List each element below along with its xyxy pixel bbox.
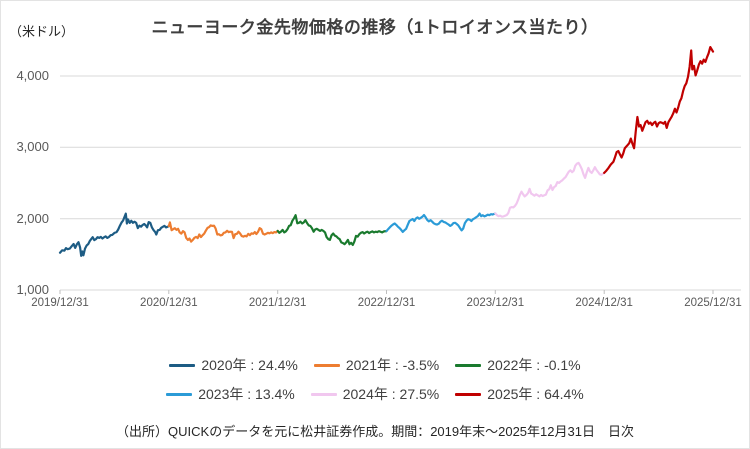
series-line-2023	[385, 212, 497, 233]
y-tick-label: 1,000	[16, 282, 49, 297]
y-axis-unit-label: （米ドル）	[9, 24, 75, 39]
legend-swatch-2024	[310, 392, 337, 396]
x-tick-label: 2022/12/31	[357, 297, 416, 309]
legend-label-2020: 2020年 : 24.4%	[201, 357, 298, 373]
series-line-2021	[167, 221, 279, 243]
legend-item-2025: 2025年 : 64.4%	[455, 384, 584, 404]
series-line-2025	[603, 45, 715, 174]
legend-item-2024: 2024年 : 27.5%	[310, 384, 440, 404]
legend-label-2023: 2023年 : 13.4%	[198, 386, 295, 402]
legend-item-2023: 2023年 : 13.4%	[166, 384, 295, 404]
x-tick-label: 2024/12/31	[575, 297, 633, 309]
legend-item-2022: 2022年 : -0.1%	[455, 355, 581, 375]
x-tick-label: 2025/12/31	[684, 297, 742, 309]
legend-label-2024: 2024年 : 27.5%	[342, 386, 440, 402]
legend-item-2021: 2021年 : -3.5%	[313, 355, 440, 375]
source-note: （出所）QUICKのデータを元に松井証券作成。期間：2019年末～2025年12…	[116, 424, 634, 439]
series-line-2024	[494, 161, 606, 218]
x-tick-label: 2019/12/31	[31, 297, 89, 309]
y-tick-label: 2,000	[16, 210, 49, 226]
legend: 2020年 : 24.4% 2021年 : -3.5% 2022年 : -0.1% …	[1, 355, 749, 404]
y-tick-label: 4,000	[16, 68, 49, 83]
legend-label-2021: 2021年 : -3.5%	[345, 357, 440, 373]
x-tick-label: 2021/12/31	[248, 297, 307, 309]
chart-title: ニューヨーク金先物価格の推移（1トロイオンス当たり）	[151, 18, 599, 37]
legend-label-2022: 2022年 : -0.1%	[487, 357, 581, 373]
x-tick-label: 2023/12/31	[466, 297, 525, 309]
legend-swatch-2022	[455, 363, 482, 367]
y-tick-label: 3,000	[16, 139, 49, 155]
legend-swatch-2025	[455, 392, 482, 396]
x-tick-label: 2020/12/31	[140, 297, 198, 309]
legend-label-2025: 2025年 : 64.4%	[487, 386, 584, 402]
series-line-2022	[276, 214, 388, 246]
legend-swatch-2020	[169, 363, 196, 367]
series-line-2020	[58, 212, 170, 257]
legend-swatch-2023	[166, 392, 193, 396]
legend-item-2020: 2020年 : 24.4%	[169, 355, 298, 375]
legend-swatch-2021	[313, 363, 340, 367]
legend-row-2: 2023年 : 13.4% 2024年 : 27.5% 2025年 : 64.4%	[166, 384, 584, 404]
legend-row-1: 2020年 : 24.4% 2021年 : -3.5% 2022年 : -0.1%	[169, 355, 581, 375]
